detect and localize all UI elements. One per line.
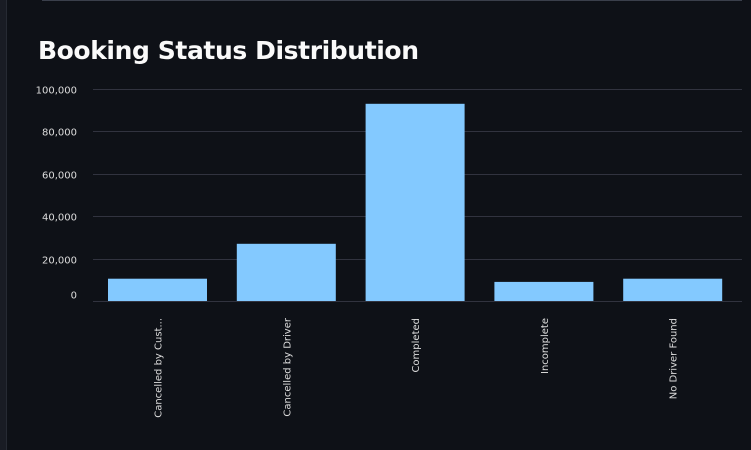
previous-chart-border [42, 0, 742, 1]
x-tick-label: Cancelled by Driver [282, 317, 293, 416]
bar[interactable] [365, 103, 465, 301]
y-tick-label: 100,000 [36, 86, 77, 97]
x-tick-label: Incomplete [540, 318, 551, 374]
y-axis-ticks: 0 20,000 40,000 60,000 80,000 100,000 [36, 86, 77, 302]
y-tick-label: 40,000 [42, 213, 77, 224]
bar[interactable] [623, 278, 723, 301]
x-tick-label: Cancelled by Cust... [154, 318, 165, 418]
y-tick-label: 20,000 [42, 256, 77, 267]
left-sidebar-edge [0, 0, 7, 450]
y-tick-label: 0 [71, 291, 77, 302]
chart-title: Booking Status Distribution [38, 36, 419, 65]
bar[interactable] [236, 243, 336, 301]
y-tick-label: 80,000 [42, 128, 77, 139]
bar[interactable] [494, 281, 594, 301]
x-axis-labels: Cancelled by Cust... Cancelled by Driver C… [154, 317, 680, 418]
x-tick-label: Completed [411, 318, 422, 373]
bars [108, 103, 723, 301]
y-tick-label: 60,000 [42, 171, 77, 182]
bar[interactable] [108, 278, 207, 301]
x-tick-label: No Driver Found [669, 318, 680, 399]
